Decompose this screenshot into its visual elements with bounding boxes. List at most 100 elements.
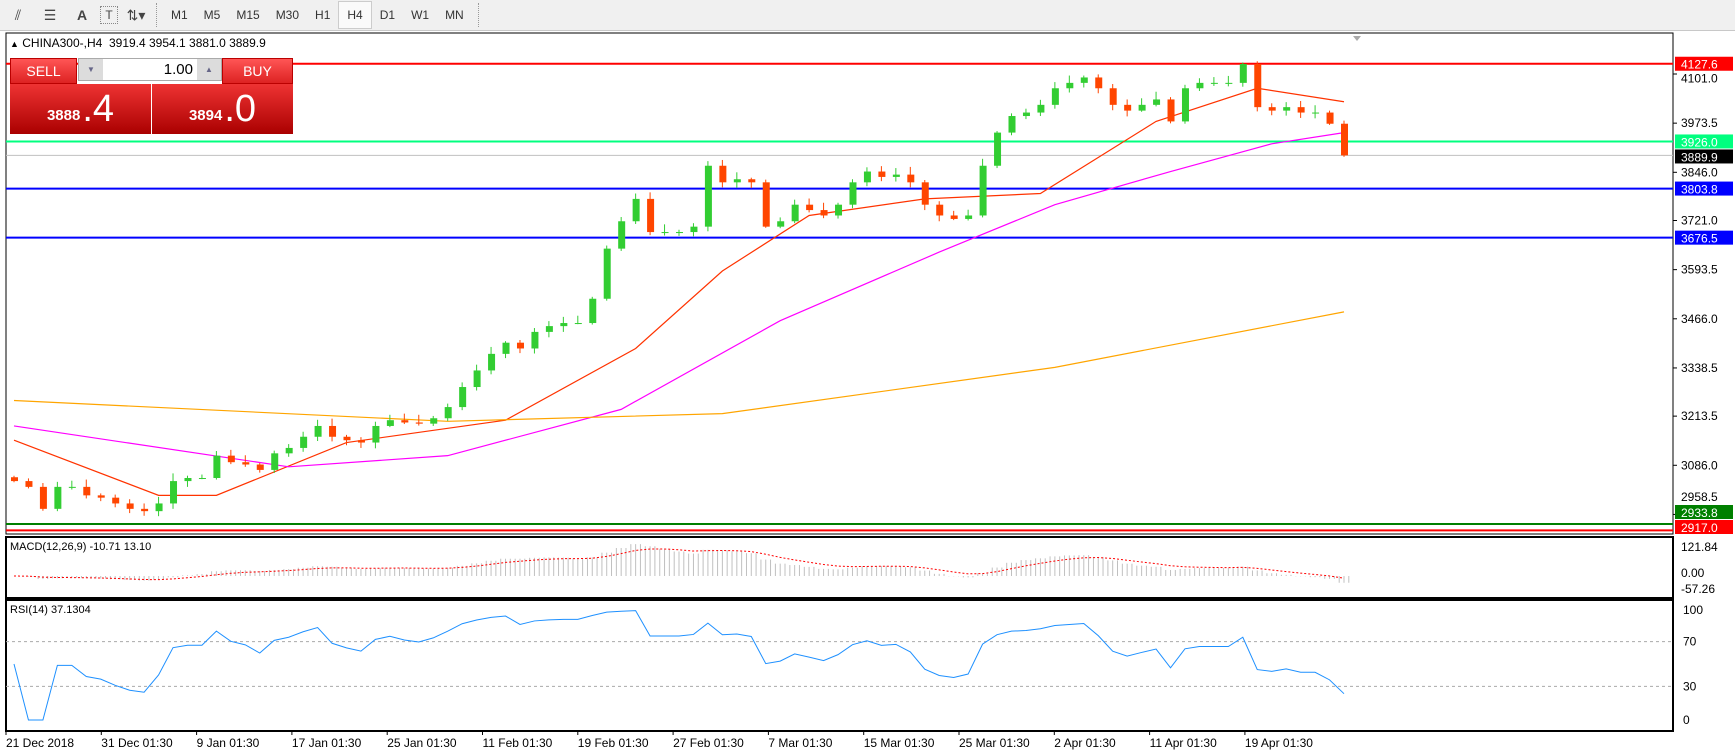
macd-panel-frame (5, 536, 1674, 599)
level-price-box (1675, 149, 1733, 164)
candle-body (907, 174, 915, 183)
level-price-label: 2917.0 (1681, 521, 1718, 535)
volume-decrease-button[interactable]: ▼ (79, 59, 103, 80)
price-tick-label: 3213.5 (1681, 409, 1718, 423)
time-tick-label: 11 Apr 01:30 (1150, 736, 1217, 750)
volume-input[interactable]: 1.00 (163, 61, 193, 78)
candle-body (878, 171, 886, 177)
toolbar-separator (477, 3, 479, 27)
candle-body (386, 420, 394, 426)
rsi-line (13, 610, 1345, 721)
price-tick-label: 3466.0 (1681, 312, 1718, 326)
candle-body (1239, 63, 1247, 83)
candle-body (444, 407, 452, 419)
chart-objects-icon[interactable]: ⫽ (14, 6, 22, 23)
candle-body (806, 204, 814, 211)
candle-body (112, 497, 120, 504)
candle-body (459, 387, 467, 408)
rsi-tick-label: 0 (1683, 713, 1690, 727)
text-label-icon[interactable]: T (100, 6, 118, 24)
timeframe-h1[interactable]: H1 (315, 8, 331, 22)
candle-body (11, 477, 18, 482)
candle-body (1196, 82, 1204, 89)
level-price-label: 3889.9 (1681, 150, 1718, 164)
sell-button[interactable]: SELL (10, 58, 77, 84)
candle-body (632, 198, 640, 222)
rsi-tick-label: 30 (1683, 679, 1697, 693)
timeframe-w1[interactable]: W1 (411, 8, 430, 22)
candle-body (1341, 123, 1348, 156)
price-tick-label: 3846.0 (1681, 165, 1718, 179)
sell-price-fraction: .4 (82, 88, 115, 130)
candle-body (271, 453, 279, 470)
level-price-box (1675, 181, 1733, 196)
rsi-tick-label: 70 (1683, 635, 1697, 649)
candle-body (1022, 112, 1030, 117)
candle-body (141, 508, 149, 512)
candle-body (936, 204, 944, 216)
time-tick-label: 25 Mar 01:30 (959, 736, 1030, 750)
candle-body (733, 179, 741, 183)
timeframe-d1[interactable]: D1 (379, 8, 396, 22)
candle-body (748, 179, 756, 183)
candle-body (1210, 82, 1218, 84)
timeframe-mn[interactable]: MN (445, 8, 464, 22)
candle-body (39, 486, 47, 509)
candle-body (1167, 99, 1175, 122)
timeframe-m5[interactable]: M5 (203, 8, 221, 22)
timeframe-m15[interactable]: M15 (236, 8, 260, 22)
candle-body (791, 204, 799, 222)
buy-price[interactable]: 3894 .0 (152, 84, 293, 134)
candle-body (1283, 107, 1291, 111)
candle-body (502, 342, 510, 354)
rsi-panel-frame (5, 599, 1674, 732)
triangle-up-icon: ▲ (10, 39, 19, 49)
buy-price-main: 3894 (188, 107, 223, 124)
macd-tick-label: 0.00 (1681, 566, 1705, 580)
candle-body (1124, 104, 1132, 111)
price-tick-label: 3338.5 (1681, 361, 1718, 375)
buy-button[interactable]: BUY (222, 58, 293, 84)
candle-body (97, 495, 105, 498)
text-icon[interactable]: A (76, 7, 88, 23)
candle-body (1066, 82, 1074, 89)
candle-body (516, 342, 524, 349)
candle-body (357, 440, 365, 443)
candle-body (560, 323, 568, 327)
candle-body (762, 182, 770, 227)
sell-price[interactable]: 3888 .4 (10, 84, 151, 134)
level-price-box (1675, 56, 1733, 71)
candle-body (603, 248, 611, 299)
candle-body (25, 481, 33, 487)
fibonacci-icon[interactable]: ☰ (43, 6, 57, 23)
candle-body (343, 436, 351, 441)
volume-field[interactable]: ▼ 1.00 ▲ (78, 58, 222, 81)
price-tick-label: 3086.0 (1681, 458, 1718, 472)
timeframe-h4[interactable]: H4 (338, 1, 372, 29)
chart-title: ▲ CHINA300-,H4 3919.4 3954.1 3881.0 3889… (10, 36, 266, 50)
price-tick-label: 2958.5 (1681, 490, 1718, 504)
arrows-icon[interactable]: ⇅▾ (126, 6, 146, 23)
candle-body (531, 331, 539, 349)
volume-increase-button[interactable]: ▲ (197, 59, 221, 80)
candle-body (1297, 107, 1305, 113)
candle-body (661, 232, 669, 234)
candle-body (430, 418, 438, 424)
level-price-label: 4127.6 (1681, 58, 1718, 72)
candle-body (329, 425, 337, 437)
candle-body (574, 323, 582, 325)
timeframe-m30[interactable]: M30 (275, 8, 300, 22)
candle-body (704, 165, 712, 227)
level-price-box (1675, 134, 1733, 149)
candle-body (473, 370, 481, 388)
candle-body (1225, 82, 1233, 84)
candle-body (83, 486, 91, 496)
candle-body (68, 486, 76, 488)
candle-body (835, 204, 843, 216)
time-tick-label: 31 Dec 01:30 (101, 736, 173, 750)
timeframe-m1[interactable]: M1 (171, 8, 188, 22)
candle-body (921, 182, 929, 205)
chart-ohlc: 3919.4 3954.1 3881.0 3889.9 (108, 36, 266, 50)
candle-body (994, 132, 1002, 166)
candle-body (300, 436, 308, 448)
